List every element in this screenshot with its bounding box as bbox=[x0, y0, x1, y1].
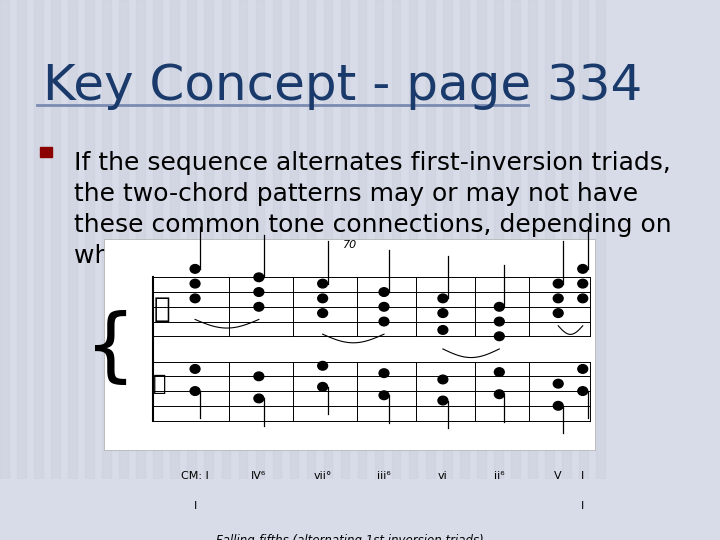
Text: 𝄞: 𝄞 bbox=[153, 295, 170, 323]
Bar bbox=[494, 0, 503, 479]
Bar bbox=[580, 0, 588, 479]
Ellipse shape bbox=[438, 375, 448, 384]
Bar bbox=[85, 0, 94, 479]
Bar bbox=[273, 0, 281, 479]
Ellipse shape bbox=[578, 387, 588, 395]
Ellipse shape bbox=[495, 332, 504, 341]
Ellipse shape bbox=[578, 294, 588, 303]
Ellipse shape bbox=[254, 394, 264, 403]
Ellipse shape bbox=[318, 294, 328, 303]
Bar bbox=[222, 0, 230, 479]
Ellipse shape bbox=[190, 387, 200, 395]
Bar bbox=[136, 0, 145, 479]
Bar bbox=[324, 0, 332, 479]
Bar bbox=[596, 0, 605, 479]
Ellipse shape bbox=[553, 294, 563, 303]
Ellipse shape bbox=[553, 309, 563, 318]
Text: 𝄢: 𝄢 bbox=[153, 374, 167, 394]
Ellipse shape bbox=[318, 361, 328, 370]
Bar bbox=[341, 0, 349, 479]
Ellipse shape bbox=[379, 288, 389, 296]
Ellipse shape bbox=[553, 380, 563, 388]
Text: IV⁶: IV⁶ bbox=[251, 471, 266, 481]
Bar bbox=[511, 0, 520, 479]
Text: I: I bbox=[581, 501, 585, 511]
Bar bbox=[545, 0, 554, 479]
Bar bbox=[460, 0, 469, 479]
Text: what you have doubled.: what you have doubled. bbox=[73, 244, 375, 268]
Bar bbox=[40, 147, 52, 157]
Text: iii⁶: iii⁶ bbox=[377, 471, 391, 481]
Ellipse shape bbox=[578, 364, 588, 373]
Ellipse shape bbox=[495, 302, 504, 311]
Ellipse shape bbox=[379, 369, 389, 377]
Ellipse shape bbox=[379, 302, 389, 311]
Bar bbox=[528, 0, 536, 479]
Bar bbox=[426, 0, 434, 479]
Text: I: I bbox=[194, 501, 197, 511]
Ellipse shape bbox=[495, 368, 504, 376]
Bar bbox=[187, 0, 196, 479]
Ellipse shape bbox=[254, 273, 264, 282]
Ellipse shape bbox=[190, 364, 200, 373]
Text: vi: vi bbox=[438, 471, 448, 481]
Ellipse shape bbox=[254, 288, 264, 296]
Text: vii°: vii° bbox=[313, 471, 332, 481]
Bar bbox=[17, 0, 25, 479]
Ellipse shape bbox=[254, 302, 264, 311]
Ellipse shape bbox=[495, 390, 504, 399]
Ellipse shape bbox=[578, 265, 588, 273]
Text: Falling-fifths (alternating 1st inversion triads): Falling-fifths (alternating 1st inversio… bbox=[216, 534, 484, 540]
Text: If the sequence alternates first-inversion triads,: If the sequence alternates first-inversi… bbox=[73, 151, 670, 175]
Bar bbox=[0, 0, 9, 479]
Text: the two-chord patterns may or may not have: the two-chord patterns may or may not ha… bbox=[73, 182, 638, 206]
Ellipse shape bbox=[318, 382, 328, 391]
Text: CM: I: CM: I bbox=[181, 471, 209, 481]
Bar bbox=[153, 0, 162, 479]
Ellipse shape bbox=[318, 279, 328, 288]
Ellipse shape bbox=[190, 279, 200, 288]
Text: V: V bbox=[554, 471, 562, 481]
Bar bbox=[358, 0, 366, 479]
Ellipse shape bbox=[318, 309, 328, 318]
Bar bbox=[34, 0, 42, 479]
Text: 70: 70 bbox=[343, 240, 357, 250]
Bar bbox=[68, 0, 76, 479]
Bar bbox=[562, 0, 571, 479]
Ellipse shape bbox=[553, 279, 563, 288]
Ellipse shape bbox=[495, 317, 504, 326]
Text: Key Concept - page 334: Key Concept - page 334 bbox=[43, 62, 642, 110]
Bar bbox=[238, 0, 247, 479]
Bar bbox=[51, 0, 60, 479]
Ellipse shape bbox=[379, 317, 389, 326]
Bar bbox=[375, 0, 383, 479]
Ellipse shape bbox=[438, 326, 448, 334]
Bar bbox=[256, 0, 264, 479]
Text: I: I bbox=[581, 471, 585, 481]
Ellipse shape bbox=[438, 294, 448, 303]
Bar bbox=[102, 0, 111, 479]
Ellipse shape bbox=[438, 396, 448, 405]
Text: ii⁶: ii⁶ bbox=[494, 471, 505, 481]
Ellipse shape bbox=[438, 309, 448, 318]
Ellipse shape bbox=[254, 372, 264, 381]
Bar bbox=[477, 0, 485, 479]
Text: these common tone connections, depending on: these common tone connections, depending… bbox=[73, 213, 671, 237]
Ellipse shape bbox=[190, 265, 200, 273]
Ellipse shape bbox=[379, 391, 389, 400]
Bar bbox=[392, 0, 400, 479]
Bar bbox=[289, 0, 298, 479]
Bar bbox=[409, 0, 418, 479]
Ellipse shape bbox=[190, 294, 200, 303]
Ellipse shape bbox=[578, 279, 588, 288]
Bar bbox=[307, 0, 315, 479]
Text: {: { bbox=[85, 310, 136, 388]
Bar bbox=[104, 239, 595, 450]
Bar bbox=[171, 0, 179, 479]
Ellipse shape bbox=[553, 402, 563, 410]
Bar bbox=[120, 0, 127, 479]
Bar bbox=[443, 0, 451, 479]
Bar bbox=[204, 0, 213, 479]
